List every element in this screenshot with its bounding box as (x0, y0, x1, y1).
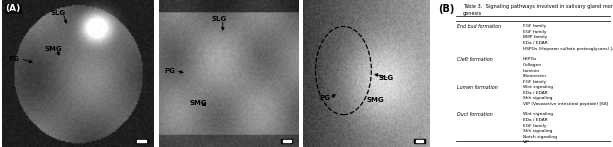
Text: End bud formation: End bud formation (457, 24, 501, 29)
Text: SLG: SLG (379, 75, 394, 81)
Bar (283, 140, 291, 142)
Text: EGF family: EGF family (522, 30, 546, 34)
Text: EGF family: EGF family (522, 124, 546, 128)
Text: Collagen: Collagen (522, 63, 542, 67)
Text: PG: PG (9, 56, 20, 62)
Text: PG: PG (319, 96, 330, 101)
Bar (414, 139, 425, 143)
Text: Cleft formation: Cleft formation (457, 57, 493, 62)
Text: Duct formation: Duct formation (457, 112, 493, 117)
Text: Shh signaling: Shh signaling (522, 129, 552, 133)
Text: EDa / EDAR: EDa / EDAR (522, 41, 547, 45)
Text: SMG: SMG (45, 46, 63, 51)
Text: (A): (A) (6, 4, 21, 13)
Text: BMP family: BMP family (522, 35, 547, 39)
Bar (137, 140, 147, 142)
Text: Wnt signaling: Wnt signaling (522, 112, 553, 116)
Text: HSPGs (Heparan sulfate proteoglycans) [41]: HSPGs (Heparan sulfate proteoglycans) [4… (522, 47, 613, 51)
Text: Laminin: Laminin (522, 69, 539, 72)
Text: Table 3.  Signaling pathways involved in salivary gland morpho-
genesis: Table 3. Signaling pathways involved in … (463, 4, 613, 16)
Text: EDa / EDAR: EDa / EDAR (522, 91, 547, 95)
Text: VIP (Vasoactive intestinal peptide) [68]: VIP (Vasoactive intestinal peptide) [68] (522, 102, 608, 106)
Text: SLG: SLG (51, 10, 66, 16)
Text: PG: PG (164, 68, 175, 74)
Text: HEPGs: HEPGs (522, 57, 537, 61)
Text: Fibronectin: Fibronectin (522, 74, 547, 78)
Text: (B): (B) (438, 4, 454, 14)
Text: Lumen formation: Lumen formation (457, 85, 498, 90)
Bar (281, 139, 292, 143)
Bar (135, 139, 148, 143)
Text: Notch signaling: Notch signaling (522, 135, 557, 139)
Text: FGF family: FGF family (522, 24, 546, 28)
Text: EDa / EDAR: EDa / EDAR (522, 118, 547, 122)
Text: SMG: SMG (367, 97, 384, 103)
Text: VIP: VIP (522, 140, 530, 144)
Text: SLG: SLG (211, 16, 227, 22)
Text: FGF family: FGF family (522, 80, 546, 84)
Text: Wnt signaling: Wnt signaling (522, 85, 553, 89)
Bar (416, 140, 424, 142)
Text: SMG: SMG (189, 100, 207, 106)
Text: Shh signaling: Shh signaling (522, 96, 552, 100)
